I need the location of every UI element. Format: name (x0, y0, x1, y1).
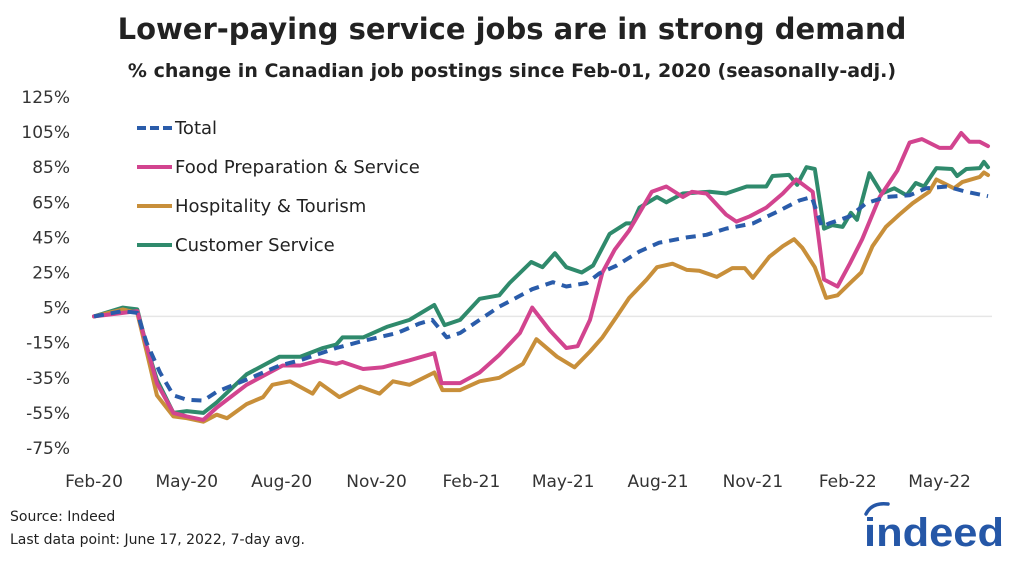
x-tick-label: Nov-21 (723, 472, 784, 492)
x-axis: Feb-20 May-20 Aug-20 Nov-20 Feb-21 May-21 Aug-… (65, 472, 971, 492)
series-line-food-preparation-service (92, 131, 990, 422)
legend-item: Hospitality & Tourism (137, 196, 366, 217)
series-line-total (93, 184, 989, 403)
series-lines (92, 131, 990, 424)
y-tick-label: 105% (21, 123, 70, 143)
source-note: Source: Indeed (10, 509, 116, 525)
legend: Total Food Preparation & Service Hospitali… (137, 118, 420, 256)
y-tick-label: 25% (32, 264, 70, 284)
series-line-customer-service (92, 159, 990, 415)
svg-text:indeed: indeed (864, 511, 1004, 550)
y-tick-label: -15% (26, 334, 70, 354)
legend-label: Customer Service (175, 235, 335, 256)
x-tick-label: Feb-22 (819, 472, 877, 492)
legend-label: Food Preparation & Service (175, 157, 420, 178)
x-tick-label: Nov-20 (346, 472, 407, 492)
y-tick-label: -35% (26, 369, 70, 389)
legend-item: Food Preparation & Service (137, 157, 420, 178)
y-tick-label: 125% (21, 88, 70, 108)
x-tick-label: May-20 (155, 472, 218, 492)
last-data-note: Last data point: June 17, 2022, 7-day av… (10, 532, 306, 548)
y-tick-label: -55% (26, 404, 70, 424)
y-tick-label: 65% (32, 193, 70, 213)
x-tick-label: Aug-20 (251, 472, 312, 492)
x-tick-label: May-21 (532, 472, 595, 492)
legend-label: Hospitality & Tourism (175, 196, 366, 217)
x-tick-label: Feb-21 (442, 472, 500, 492)
y-tick-label: -75% (26, 439, 70, 459)
chart-title: Lower-paying service jobs are in strong … (117, 12, 907, 46)
x-tick-label: Aug-21 (628, 472, 689, 492)
y-axis: 125% 105% 85% 65% 45% 25% 5% -15% -35% -55% -75% (21, 88, 70, 459)
y-tick-label: 5% (43, 299, 70, 319)
legend-label: Total (174, 118, 217, 139)
indeed-logo: indeed (864, 501, 1004, 550)
legend-item: Total (137, 118, 217, 139)
y-tick-label: 45% (32, 228, 70, 248)
series-line-hospitality-tourism (92, 170, 990, 424)
x-tick-label: May-22 (908, 472, 971, 492)
legend-item: Customer Service (137, 235, 335, 256)
y-tick-label: 85% (32, 158, 70, 178)
x-tick-label: Feb-20 (65, 472, 123, 492)
chart-subtitle: % change in Canadian job postings since … (127, 60, 897, 82)
